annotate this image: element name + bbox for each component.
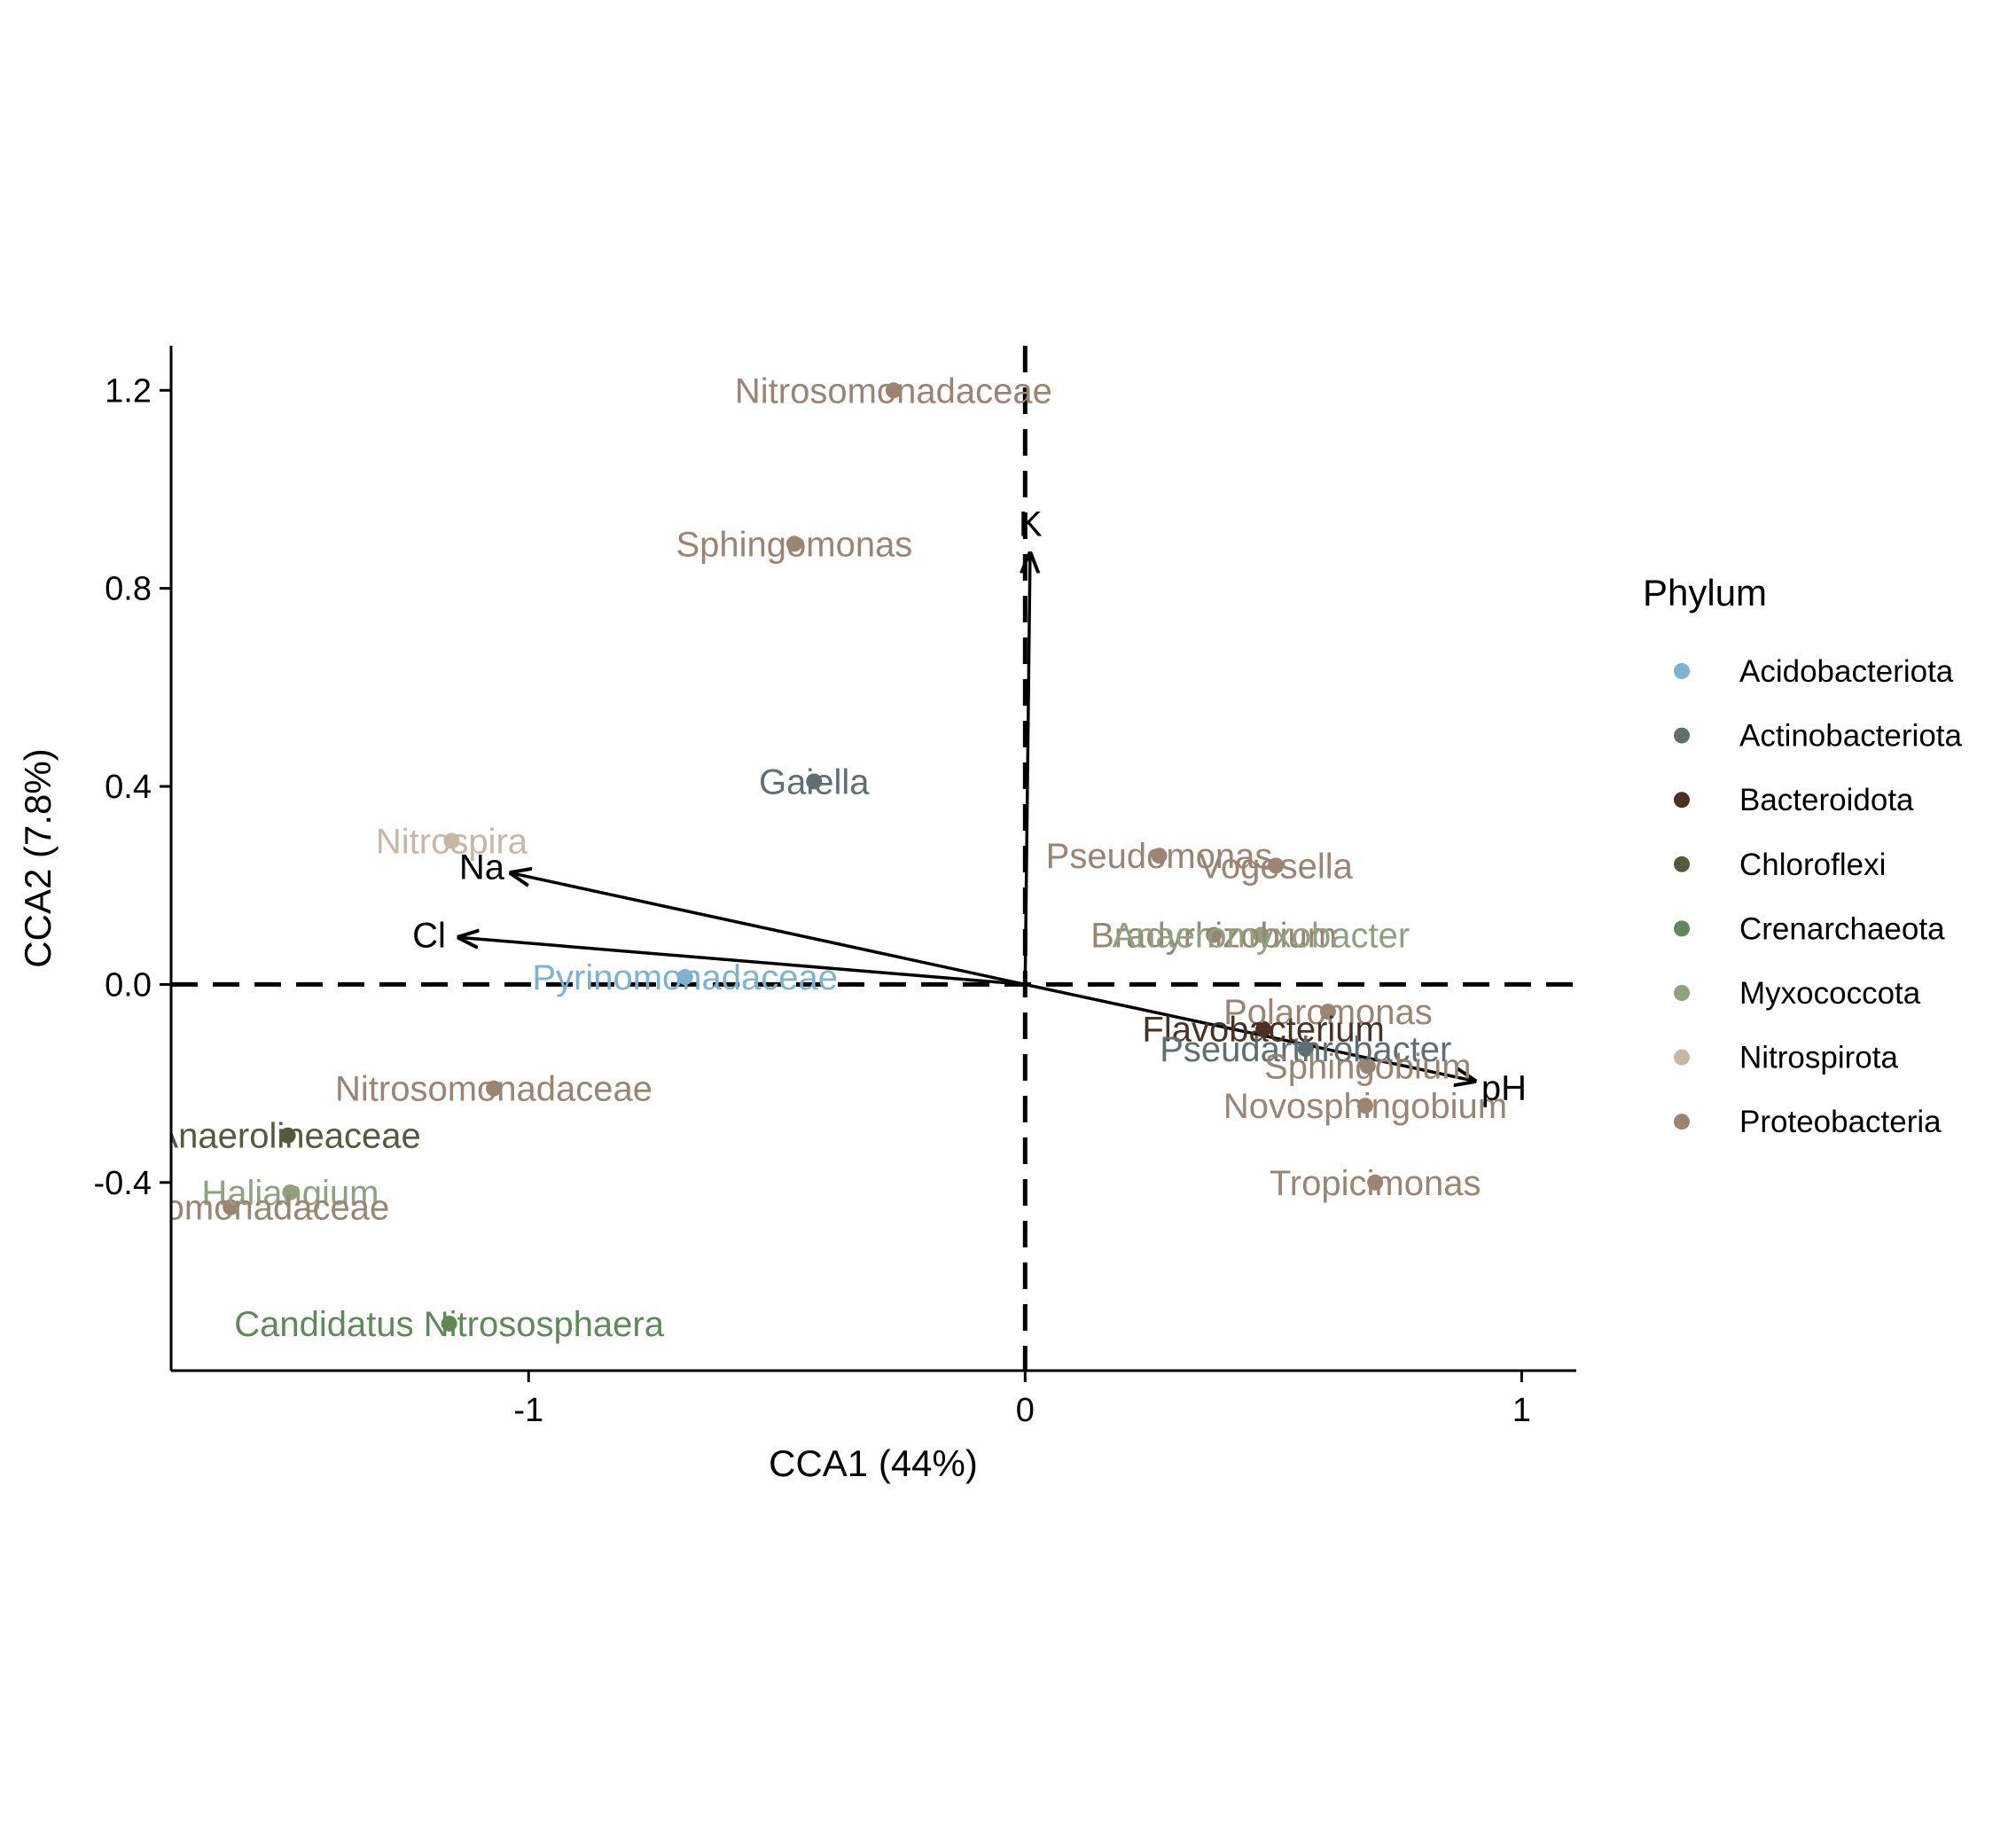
taxon-point: [1359, 1058, 1376, 1075]
legend-label: Crenarchaeota: [1739, 911, 1945, 946]
arrow-k: [1025, 554, 1030, 985]
legend-key: [1674, 663, 1690, 679]
arrow-label-ph: pH: [1481, 1068, 1527, 1107]
taxon-point: [806, 773, 823, 790]
taxon-label: Novosphingobium: [1223, 1087, 1507, 1126]
arrow-cl: [459, 937, 1026, 987]
taxon-point: [1255, 1020, 1272, 1037]
taxon-point: [486, 1080, 503, 1097]
x-tick-label: 0: [1016, 1392, 1035, 1429]
taxon-label: Flavobacterium: [1142, 1011, 1384, 1050]
legend: Phylum Acidobacteriota Actinobacteriota Ba…: [1643, 572, 1963, 1139]
legend-key: [1674, 727, 1690, 744]
legend-title: Phylum: [1643, 572, 1767, 614]
taxon-point: [223, 1199, 239, 1215]
taxon-point: [676, 969, 693, 986]
taxon-point: [1319, 1004, 1336, 1020]
taxon-point: [785, 535, 802, 552]
taxon-label: Anaeromyxobacter: [1112, 917, 1410, 956]
taxon-point: [1356, 1098, 1373, 1114]
legend-key: [1674, 1049, 1690, 1066]
legend-label: Chloroflexi: [1739, 848, 1886, 882]
taxa-labels: Nitrosomonadaceae Sphingomonas Gaiella Nitr…: [72, 371, 1507, 1344]
arrow-na: [512, 873, 1026, 987]
taxon-label: Haliangium: [201, 1174, 379, 1213]
taxon-point: [1268, 857, 1285, 874]
legend-key: [1674, 920, 1690, 937]
x-tick-label: -1: [513, 1392, 543, 1429]
legend-label: Bacteroidota: [1739, 783, 1914, 817]
taxon-point: [1206, 926, 1223, 943]
y-tick-label: -0.4: [94, 1165, 152, 1202]
y-tick-label: 0.4: [105, 769, 152, 806]
legend-label: Actinobacteriota: [1739, 719, 1963, 754]
taxon-label: Candidatus Nitrososphaera: [234, 1305, 664, 1344]
legend-label: Nitrospirota: [1739, 1041, 1898, 1075]
taxon-label: Nitrosomonadaceae: [735, 371, 1052, 410]
taxon-point: [282, 1184, 299, 1200]
x-axis-title: CCA1 (44%): [769, 1442, 978, 1484]
legend-label: Proteobacteria: [1739, 1105, 1942, 1139]
legend-label: Acidobacteriota: [1739, 654, 1954, 689]
taxon-label: Anaerolineaceae: [154, 1117, 420, 1156]
taxon-label: Pyrinomonadaceae: [532, 958, 838, 997]
taxon-label: Nitrosomonadaceae: [72, 1189, 389, 1228]
taxon-label: Sphingomonas: [676, 525, 912, 564]
arrow-label-na: Na: [459, 848, 505, 887]
taxon-point: [1253, 926, 1270, 943]
taxon-point: [1367, 1174, 1384, 1191]
taxon-label: Gaiella: [759, 762, 870, 801]
arrow-ph: [1024, 982, 1474, 1081]
y-tick-label: 1.2: [105, 372, 152, 410]
y-tick-label: 0.8: [105, 571, 152, 608]
taxa-points: [223, 382, 1384, 1332]
legend-key: [1674, 856, 1690, 872]
legend-key: [1674, 1114, 1690, 1130]
legend-entries: Acidobacteriota Actinobacteriota Bacteroid…: [1674, 654, 1963, 1139]
x-axis-ticks: -1 0 1: [513, 1371, 1531, 1429]
taxon-label: Vogesella: [1199, 847, 1353, 886]
taxon-label: Pseudomonas: [1046, 837, 1273, 876]
taxon-label: Nitrospira: [376, 822, 528, 861]
y-axis-title: CCA2 (7.8%): [17, 748, 59, 967]
x-tick-label: 1: [1512, 1392, 1531, 1429]
taxon-point: [1151, 848, 1168, 864]
arrow-label-cl: Cl: [412, 917, 446, 956]
taxon-point: [441, 1315, 457, 1332]
y-axis-ticks: -0.4 0.0 0.4 0.8 1.2: [94, 372, 171, 1202]
arrow-label-k: K: [1019, 505, 1043, 544]
taxon-label: Bradyrhizobium: [1090, 917, 1337, 956]
taxon-label: Sphingobium: [1264, 1048, 1472, 1087]
taxon-point: [1297, 1041, 1314, 1058]
y-tick-label: 0.0: [105, 966, 152, 1004]
legend-label: Myxococcota: [1739, 976, 1921, 1011]
taxon-label: Nitrosomonadaceae: [335, 1070, 652, 1109]
environment-arrows: [459, 554, 1474, 1082]
legend-key: [1674, 792, 1690, 809]
taxon-label: Tropicimonas: [1270, 1164, 1481, 1203]
taxon-point: [279, 1127, 296, 1144]
legend-key: [1674, 985, 1690, 1001]
taxon-label: Pseudarthrobacter: [1160, 1030, 1451, 1069]
taxon-label: Polaromonas: [1223, 993, 1433, 1032]
arrow-labels: K Na Cl pH: [412, 505, 1527, 1108]
taxon-point: [885, 382, 902, 399]
taxon-point: [443, 832, 460, 849]
